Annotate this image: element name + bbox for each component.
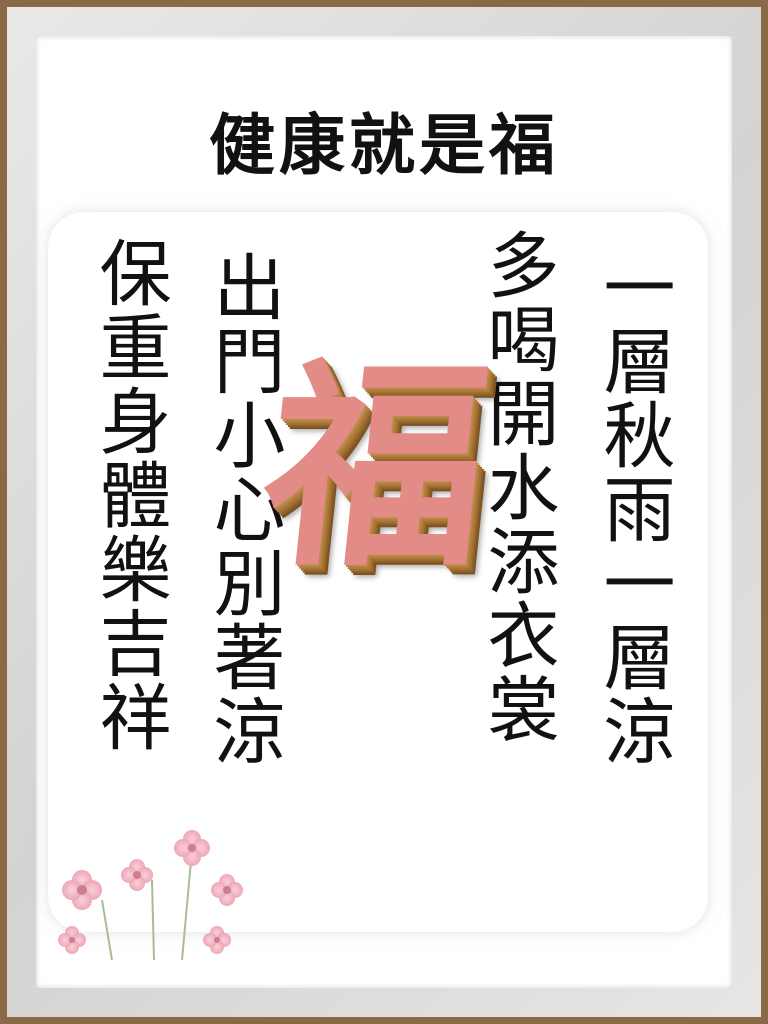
poem-title: 健康就是福 <box>209 106 559 184</box>
flower-decoration-icon <box>58 830 243 960</box>
poem-column-3: 出門小心別著涼 <box>201 250 285 768</box>
poem-column-4: 保重身體樂吉祥 <box>87 236 171 754</box>
poem-column-2: 多喝開水添衣裳 <box>475 228 559 746</box>
poem-column-1: 一層秋雨一層涼 <box>591 250 675 768</box>
poem-card <box>48 212 708 932</box>
fu-blessing-character: 福 <box>253 337 501 596</box>
